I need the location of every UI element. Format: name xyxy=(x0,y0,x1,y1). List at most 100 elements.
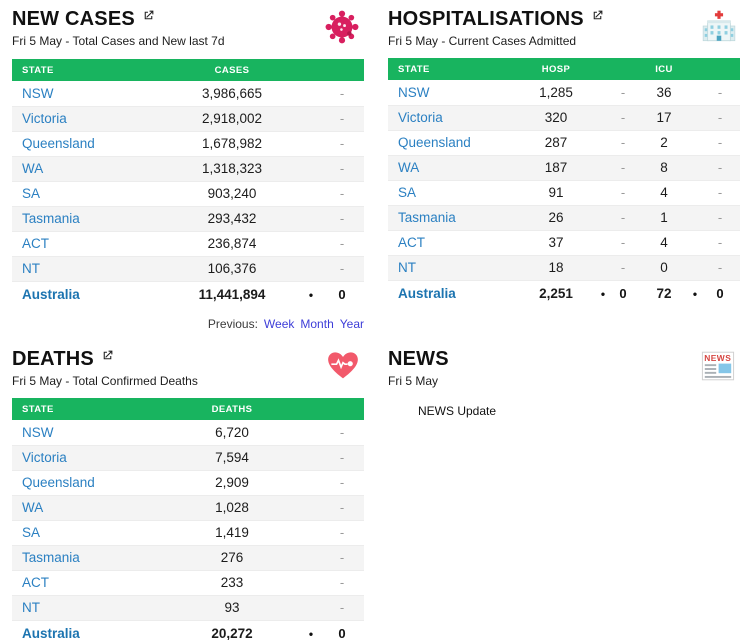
state-link[interactable]: WA xyxy=(398,160,420,175)
num2-cell: 26 xyxy=(548,210,564,225)
chg2-cell: - xyxy=(717,260,723,275)
state-link[interactable]: Victoria xyxy=(22,450,67,465)
table-row: NSW 6,720 - xyxy=(12,420,364,445)
chg-cell: - xyxy=(339,450,345,465)
bullet-cell xyxy=(302,470,320,495)
open-in-new-icon[interactable] xyxy=(101,349,114,367)
num2-cell: 320 xyxy=(544,110,568,125)
num2-cell: 18 xyxy=(548,260,564,275)
state-link[interactable]: NT xyxy=(22,600,40,615)
chg2-cell: - xyxy=(620,210,626,225)
chg2-cell: - xyxy=(620,260,626,275)
state-link[interactable]: ACT xyxy=(22,236,49,251)
previous-link-year[interactable]: Year xyxy=(339,317,364,331)
state-link[interactable]: SA xyxy=(22,525,41,540)
column-header-spacer xyxy=(608,58,638,80)
column-header-spacer xyxy=(302,398,320,420)
new-cases-subtitle: Fri 5 May - Total Cases and New last 7d xyxy=(12,34,225,48)
previous-label: Previous: xyxy=(207,317,258,331)
table-row: Tasmania 276 - xyxy=(12,545,364,570)
bullet-cell xyxy=(302,181,320,206)
b-cell xyxy=(598,180,608,205)
state-link[interactable]: Queensland xyxy=(398,135,471,150)
state-link[interactable]: Tasmania xyxy=(22,211,80,226)
deaths-title: DEATHS xyxy=(12,348,94,370)
num-cell: 1,678,982 xyxy=(201,136,263,151)
total-hosp-change: 0 xyxy=(619,286,627,302)
state-link[interactable]: NSW xyxy=(22,424,54,440)
state-link[interactable]: ACT xyxy=(398,235,425,250)
bullet-cell xyxy=(302,81,320,106)
column-header-state: STATE xyxy=(388,58,514,80)
state-link[interactable]: NT xyxy=(398,260,416,275)
table-row: WA 1,028 - xyxy=(12,495,364,520)
total-row: Australia 20,272 • 0 xyxy=(12,620,364,640)
chg-cell: - xyxy=(339,500,345,515)
total-icu-value: 72 xyxy=(656,286,672,302)
column-header-hosp: HOSP xyxy=(514,58,598,80)
state-link[interactable]: NSW xyxy=(398,84,430,100)
previous-link-month[interactable]: Month xyxy=(300,317,334,331)
table-row: NT 93 - xyxy=(12,595,364,620)
num2-cell: 287 xyxy=(544,135,568,150)
state-link[interactable]: SA xyxy=(22,186,41,201)
num2-cell: 187 xyxy=(544,160,568,175)
table-row: WA 1,318,323 - xyxy=(12,156,364,181)
column-header-change xyxy=(320,59,364,81)
new-cases-table: STATE CASES NSW 3,986,665 - Victoria 2,918,0… xyxy=(12,59,364,308)
previous-link-week[interactable]: Week xyxy=(263,317,295,331)
state-link[interactable]: Victoria xyxy=(398,110,443,125)
state-link[interactable]: Victoria xyxy=(22,111,67,126)
total-state-link[interactable]: Australia xyxy=(22,287,80,303)
num-cell: 903,240 xyxy=(207,186,257,201)
chg-cell: - xyxy=(339,136,345,151)
chg2-cell: - xyxy=(717,84,723,100)
news-update-item[interactable]: NEWS Update xyxy=(418,404,497,418)
state-link[interactable]: SA xyxy=(398,185,417,200)
column-header-spacer xyxy=(700,58,740,80)
table-row: WA 187 - 8 - xyxy=(388,155,740,180)
state-link[interactable]: Tasmania xyxy=(398,210,456,225)
num-cell: 1,318,323 xyxy=(201,161,263,176)
bullet-separator: • xyxy=(600,286,606,301)
chg2-cell: - xyxy=(620,160,626,175)
num2-cell: 37 xyxy=(548,235,564,250)
deaths-table: STATE DEATHS NSW 6,720- Victoria 7,594- Quee… xyxy=(12,398,364,640)
news-subtitle: Fri 5 May xyxy=(388,374,439,388)
state-link[interactable]: Tasmania xyxy=(22,550,80,565)
chg-cell: - xyxy=(339,525,345,540)
total-row: Australia 11,441,894 • 0 xyxy=(12,281,364,308)
state-link[interactable]: NSW xyxy=(22,85,54,101)
column-header-state: STATE xyxy=(12,398,162,420)
panel-news: NEWS Fri 5 May NEWS NEWS Update xyxy=(388,348,740,640)
total-cases-change: 0 xyxy=(338,287,346,303)
column-header-spacer xyxy=(690,58,700,80)
num-cell: 2,918,002 xyxy=(201,111,263,126)
num-cell: 2,909 xyxy=(215,475,249,490)
hospital-icon xyxy=(702,10,736,47)
news-icon: NEWS xyxy=(700,350,736,387)
state-link[interactable]: WA xyxy=(22,161,44,176)
b-cell xyxy=(690,205,700,230)
state-link[interactable]: ACT xyxy=(22,575,49,590)
b-cell xyxy=(598,80,608,105)
total-state-link[interactable]: Australia xyxy=(398,286,456,302)
table-row: Queensland 2,909 - xyxy=(12,470,364,495)
state-link[interactable]: NT xyxy=(22,261,40,276)
news-title: NEWS xyxy=(388,348,449,370)
new-cases-title: NEW CASES xyxy=(12,8,135,30)
bullet-separator: • xyxy=(692,286,698,301)
open-in-new-icon[interactable] xyxy=(591,9,604,27)
num3-cell: 0 xyxy=(660,260,668,275)
chg2-cell: - xyxy=(620,185,626,200)
panel-new-cases-header: NEW CASES Fri 5 May - Total Cases and Ne… xyxy=(12,8,364,49)
num-cell: 106,376 xyxy=(207,261,257,276)
state-link[interactable]: Queensland xyxy=(22,136,95,151)
bullet-cell xyxy=(302,445,320,470)
open-in-new-icon[interactable] xyxy=(142,9,155,27)
state-link[interactable]: WA xyxy=(22,500,44,515)
num-cell: 3,986,665 xyxy=(201,85,263,101)
total-state-link[interactable]: Australia xyxy=(22,626,80,640)
num-cell: 93 xyxy=(224,600,240,615)
state-link[interactable]: Queensland xyxy=(22,475,95,490)
